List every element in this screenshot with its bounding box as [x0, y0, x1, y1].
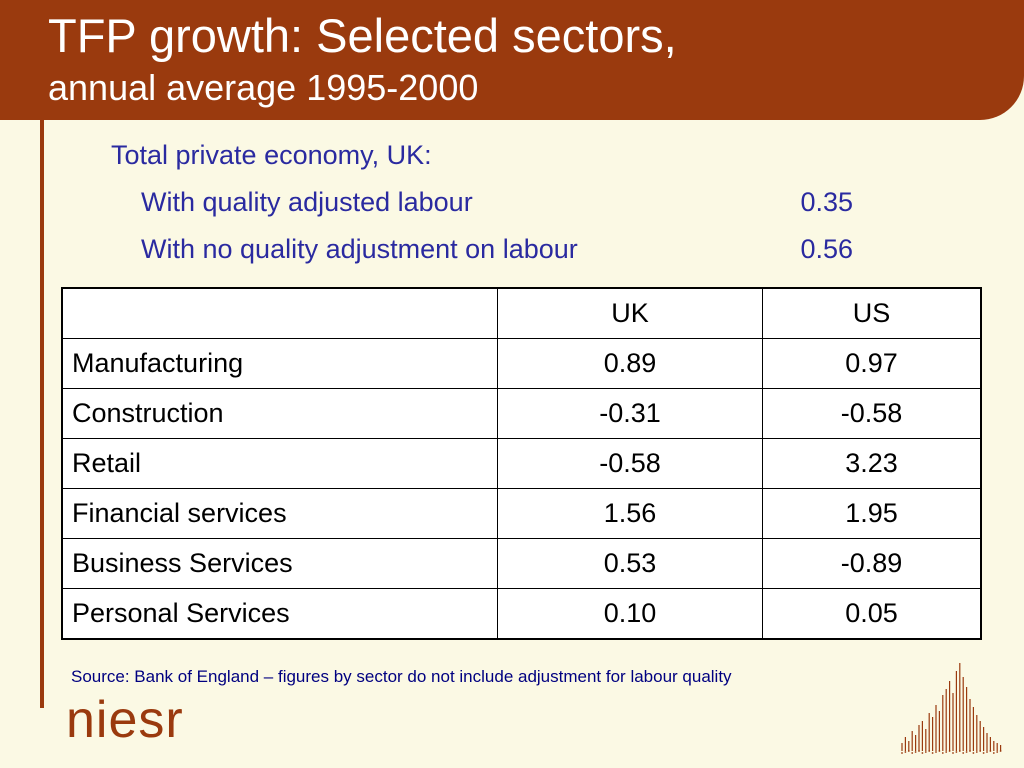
decorative-dot	[904, 751, 907, 753]
decorative-dot	[962, 752, 965, 754]
uk-value-cell: 0.89	[497, 338, 763, 389]
sector-cell: Business Services	[61, 538, 498, 589]
table-row: Manufacturing 0.89 0.97	[61, 338, 982, 389]
sector-cell: Retail	[61, 438, 498, 489]
decorative-dot	[972, 752, 975, 754]
uk-value-cell: -0.31	[497, 388, 763, 439]
table-header-blank	[61, 287, 498, 339]
us-value-cell: 0.05	[762, 588, 982, 640]
decorative-dot	[975, 751, 978, 753]
decorative-bars-icon	[901, 663, 1002, 754]
tfp-sector-table: UK US Manufacturing 0.89 0.97 Constructi…	[61, 287, 982, 640]
decorative-dot	[969, 750, 971, 752]
decorative-dot	[996, 751, 999, 753]
decorative-dot	[928, 750, 931, 752]
sector-cell: Construction	[61, 388, 498, 439]
decorative-dot	[924, 751, 927, 753]
note-row-no-adjustment: With no quality adjustment on labour 0.5…	[141, 231, 853, 267]
decorative-dot	[907, 750, 910, 752]
us-value-cell: 0.97	[762, 338, 982, 389]
table-row: Personal Services 0.10 0.05	[61, 588, 982, 640]
us-value-cell: 3.23	[762, 438, 982, 489]
us-value-cell: -0.58	[762, 388, 982, 439]
decorative-dot	[938, 750, 941, 752]
title-banner	[0, 0, 1024, 120]
decorative-dot	[921, 752, 924, 754]
us-value-cell: -0.89	[762, 538, 982, 589]
uk-value-cell: 0.10	[497, 588, 763, 640]
decorative-dot	[965, 751, 968, 753]
decorative-dot	[958, 750, 961, 752]
table-header-uk: UK	[497, 287, 763, 339]
left-divider	[40, 118, 44, 708]
decorative-dot	[931, 752, 934, 754]
notes-heading: Total private economy, UK:	[111, 140, 432, 170]
decorative-dot	[979, 750, 982, 752]
decorative-dot	[999, 750, 1002, 752]
table-row: Financial services 1.56 1.95	[61, 488, 982, 539]
note-label: With no quality adjustment on labour	[141, 234, 578, 264]
decorative-dot	[982, 752, 985, 754]
source-note: Source: Bank of England – figures by sec…	[71, 667, 732, 686]
sector-cell: Financial services	[61, 488, 498, 539]
sector-cell: Personal Services	[61, 588, 498, 640]
note-value: 0.35	[800, 187, 853, 217]
decorative-dot	[914, 751, 917, 753]
slide-title: TFP growth: Selected sectors,	[48, 9, 677, 62]
table-row: Business Services 0.53 -0.89	[61, 538, 982, 589]
decorative-dot	[911, 752, 914, 754]
uk-value-cell: 1.56	[497, 488, 763, 539]
decorative-dot	[992, 752, 995, 754]
niesr-logo: niesr	[66, 691, 184, 749]
decorative-dot	[986, 751, 988, 753]
decorative-dot	[955, 751, 958, 753]
decorative-dot	[948, 750, 951, 752]
note-label: With quality adjusted labour	[141, 187, 473, 217]
sector-cell: Manufacturing	[61, 338, 498, 389]
uk-value-cell: 0.53	[497, 538, 763, 589]
decorative-dot	[989, 750, 992, 752]
table-row: Construction -0.31 -0.58	[61, 388, 982, 439]
decorative-dot	[901, 752, 903, 754]
table-row: Retail -0.58 3.23	[61, 438, 982, 489]
decorative-dot	[952, 752, 954, 754]
decorative-dot	[918, 750, 920, 752]
note-row-quality-adjusted: With quality adjusted labour 0.35	[141, 184, 853, 220]
table-header-us: US	[762, 287, 982, 339]
decorative-dot	[935, 751, 937, 753]
uk-value-cell: -0.58	[497, 438, 763, 489]
decorative-dot	[945, 751, 948, 753]
table-header-row: UK US	[61, 287, 982, 339]
decorative-dot	[941, 752, 944, 754]
note-value: 0.56	[800, 234, 853, 264]
us-value-cell: 1.95	[762, 488, 982, 539]
slide-subtitle: annual average 1995-2000	[48, 67, 479, 108]
